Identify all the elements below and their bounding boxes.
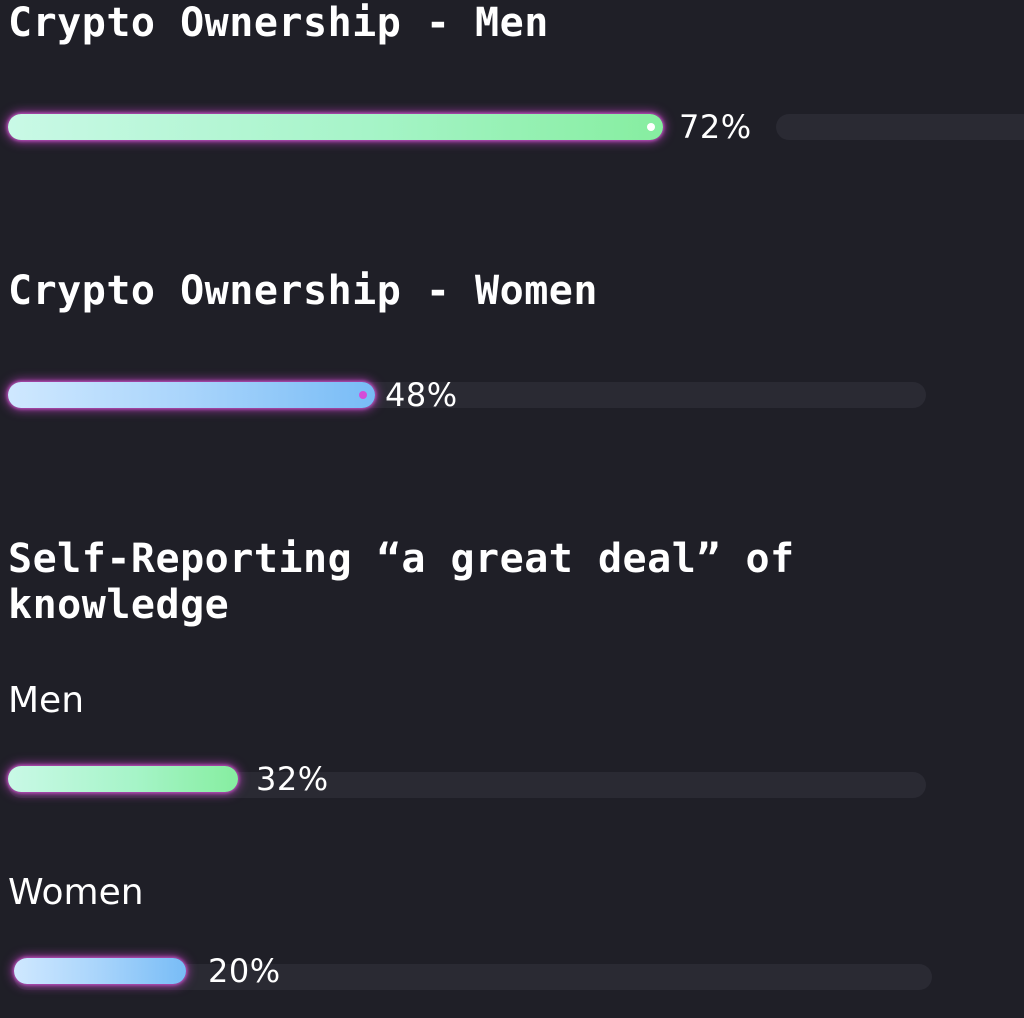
- knowledge-percent-men: 32%: [256, 760, 329, 798]
- heading-crypto-ownership-men: Crypto Ownership - Men: [8, 0, 549, 46]
- heading-crypto-ownership-women: Crypto Ownership - Women: [8, 268, 598, 314]
- knowledge-fill-women: [14, 958, 186, 984]
- progress-track-men: [776, 114, 1024, 140]
- progress-fill-men: [8, 114, 663, 140]
- knowledge-label-women: Women: [8, 872, 144, 913]
- knowledge-percent-women: 20%: [208, 952, 281, 990]
- knowledge-label-men: Men: [8, 680, 85, 721]
- progress-end-dot: [359, 391, 367, 399]
- percent-label-women: 48%: [385, 376, 458, 414]
- heading-self-reporting-knowledge: Self-Reporting “a great deal” of knowled…: [8, 536, 795, 628]
- percent-label-men: 72%: [679, 108, 752, 146]
- progress-fill-women: [8, 382, 375, 408]
- progress-end-dot: [647, 123, 655, 131]
- knowledge-fill-men: [8, 766, 238, 792]
